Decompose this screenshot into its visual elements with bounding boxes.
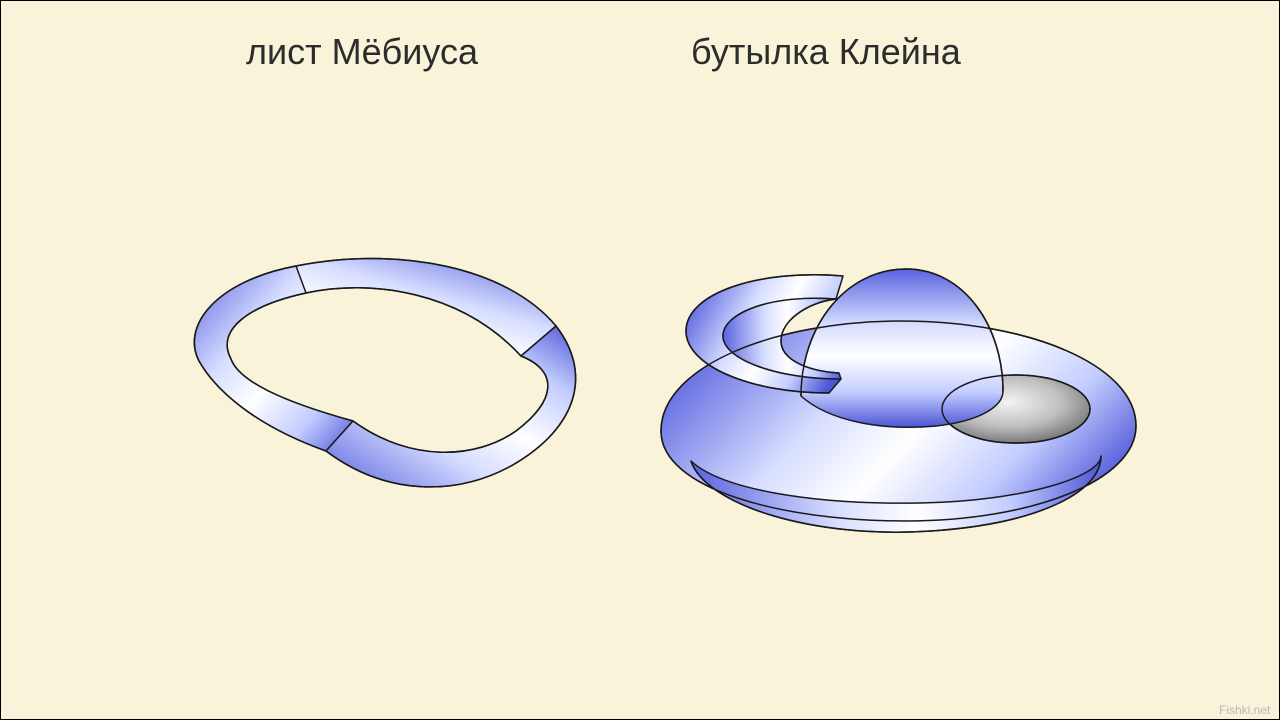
mobius-band-twist	[194, 266, 353, 451]
diagram-canvas: лист Мёбиуса бутылка Клейна	[0, 0, 1280, 720]
klein-label: бутылка Клейна	[691, 31, 961, 73]
mobius-figure	[161, 231, 601, 531]
klein-figure	[631, 221, 1151, 561]
mobius-band-front	[326, 326, 576, 487]
watermark-text: Fishki.net	[1219, 703, 1270, 717]
mobius-label: лист Мёбиуса	[246, 31, 478, 73]
